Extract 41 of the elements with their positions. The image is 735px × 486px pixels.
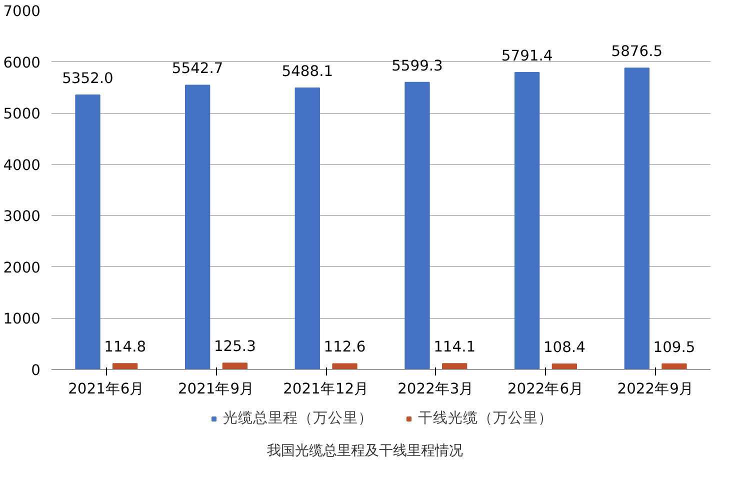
legend-label: 干线光缆（万公里）	[418, 408, 553, 428]
bar	[514, 72, 540, 370]
x-tick-label: 2022年6月	[507, 380, 584, 398]
y-tick-label: 3000	[3, 208, 41, 226]
bar	[662, 363, 687, 370]
data-label: 5791.4	[501, 47, 553, 64]
y-tick-label: 0	[31, 362, 41, 379]
data-label: 5599.3	[392, 57, 443, 74]
y-tick-label: 1000	[3, 310, 41, 328]
data-label: 109.5	[653, 338, 696, 356]
text: 我国光缆总里程及干线里程情况	[267, 442, 463, 461]
bar	[624, 68, 650, 370]
y-tick-label: 2000	[3, 259, 41, 276]
data-label: 108.4	[543, 338, 586, 356]
y-tick-label: 5000	[3, 106, 41, 123]
legend-label: 光缆总里程（万公里）	[223, 408, 373, 428]
y-tick-label: 4000	[3, 156, 41, 174]
data-label: 5542.7	[172, 60, 224, 78]
bar	[442, 363, 468, 370]
bar	[404, 82, 430, 370]
data-label: 112.6	[324, 338, 366, 356]
bar	[112, 363, 138, 370]
bar	[75, 94, 100, 370]
x-tick-label: 2021年12月	[283, 380, 370, 398]
bar	[184, 84, 210, 370]
data-label: 5352.0	[62, 70, 114, 88]
data-label: 114.8	[104, 338, 146, 356]
x-tick-label: 2021年6月	[68, 380, 145, 398]
data-label: 114.1	[434, 338, 476, 356]
x-tick-label: 2022年3月	[398, 380, 474, 398]
x-tick-label: 2021年9月	[178, 380, 255, 398]
bar	[552, 363, 578, 370]
data-label: 125.3	[214, 338, 256, 356]
data-label: 5488.1	[282, 63, 334, 80]
data-label: 5876.5	[611, 43, 663, 60]
y-tick-label: 7000	[3, 3, 41, 20]
x-tick-label: 2022年9月	[617, 380, 694, 398]
bar	[332, 363, 358, 370]
bar	[294, 88, 320, 370]
bar	[222, 362, 248, 370]
y-tick-label: 6000	[3, 54, 41, 72]
